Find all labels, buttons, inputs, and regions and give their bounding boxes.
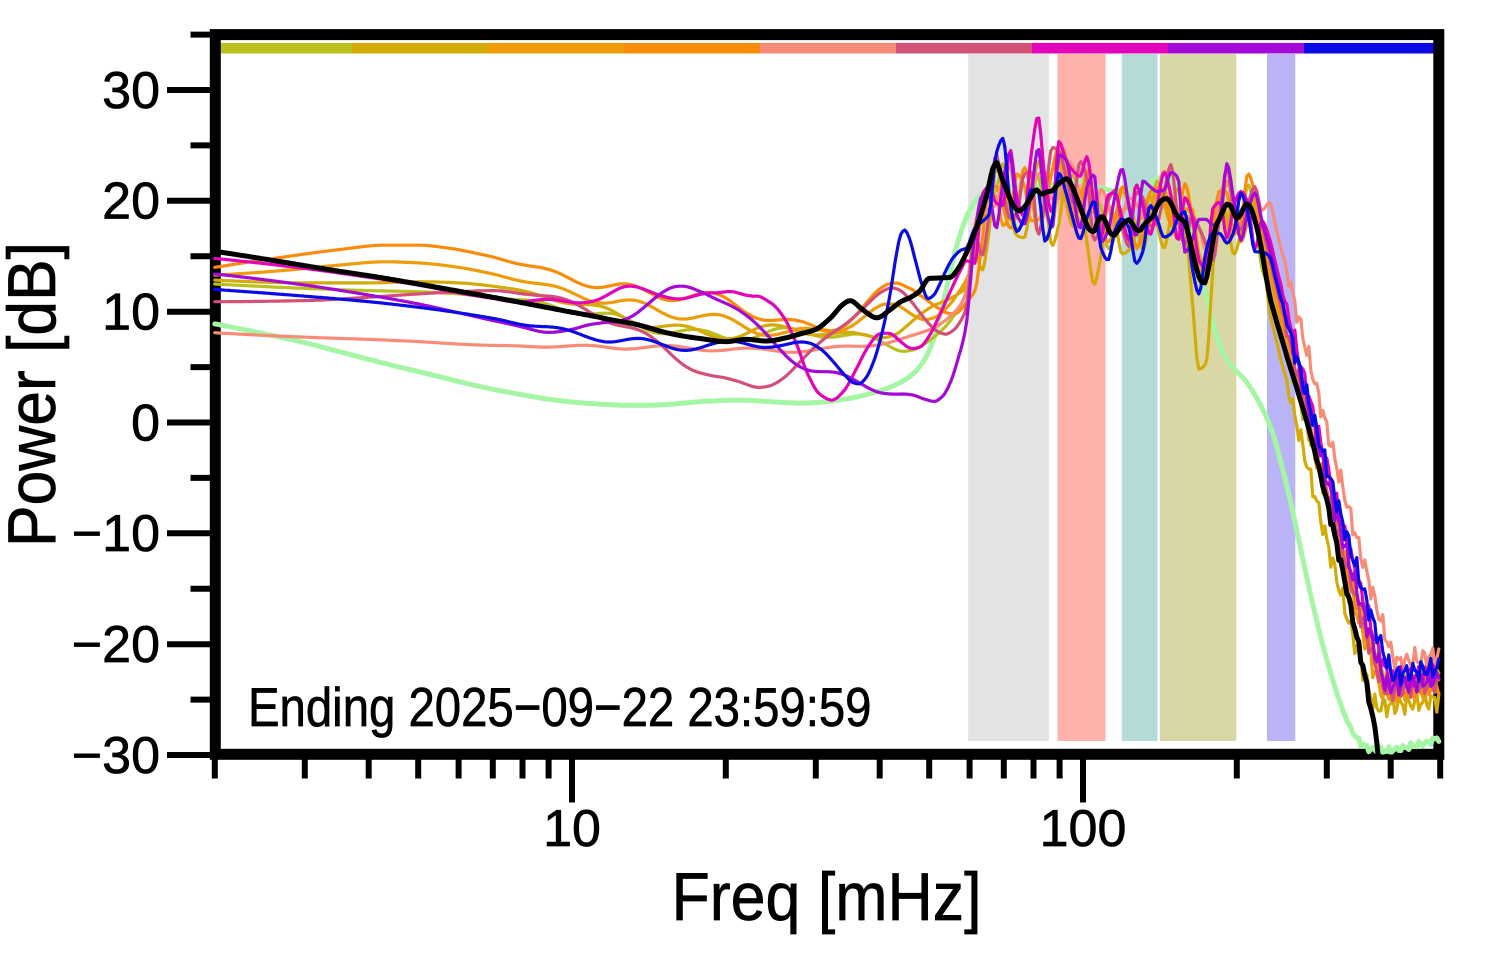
svg-text:Power [dB]: Power [dB] [0,242,70,547]
svg-text:100: 100 [1040,800,1127,858]
svg-text:10: 10 [543,800,601,858]
svg-text:20: 20 [102,173,160,231]
svg-text:0: 0 [131,394,160,452]
svg-text:30: 30 [102,62,160,120]
svg-text:−30: −30 [72,727,160,785]
svg-text:−10: −10 [72,505,160,563]
svg-text:10: 10 [102,284,160,342]
svg-text:Freq [mHz]: Freq [mHz] [672,859,982,935]
svg-text:Ending 2025−09−22 23:59:59: Ending 2025−09−22 23:59:59 [248,676,872,738]
svg-text:−20: −20 [72,616,160,674]
